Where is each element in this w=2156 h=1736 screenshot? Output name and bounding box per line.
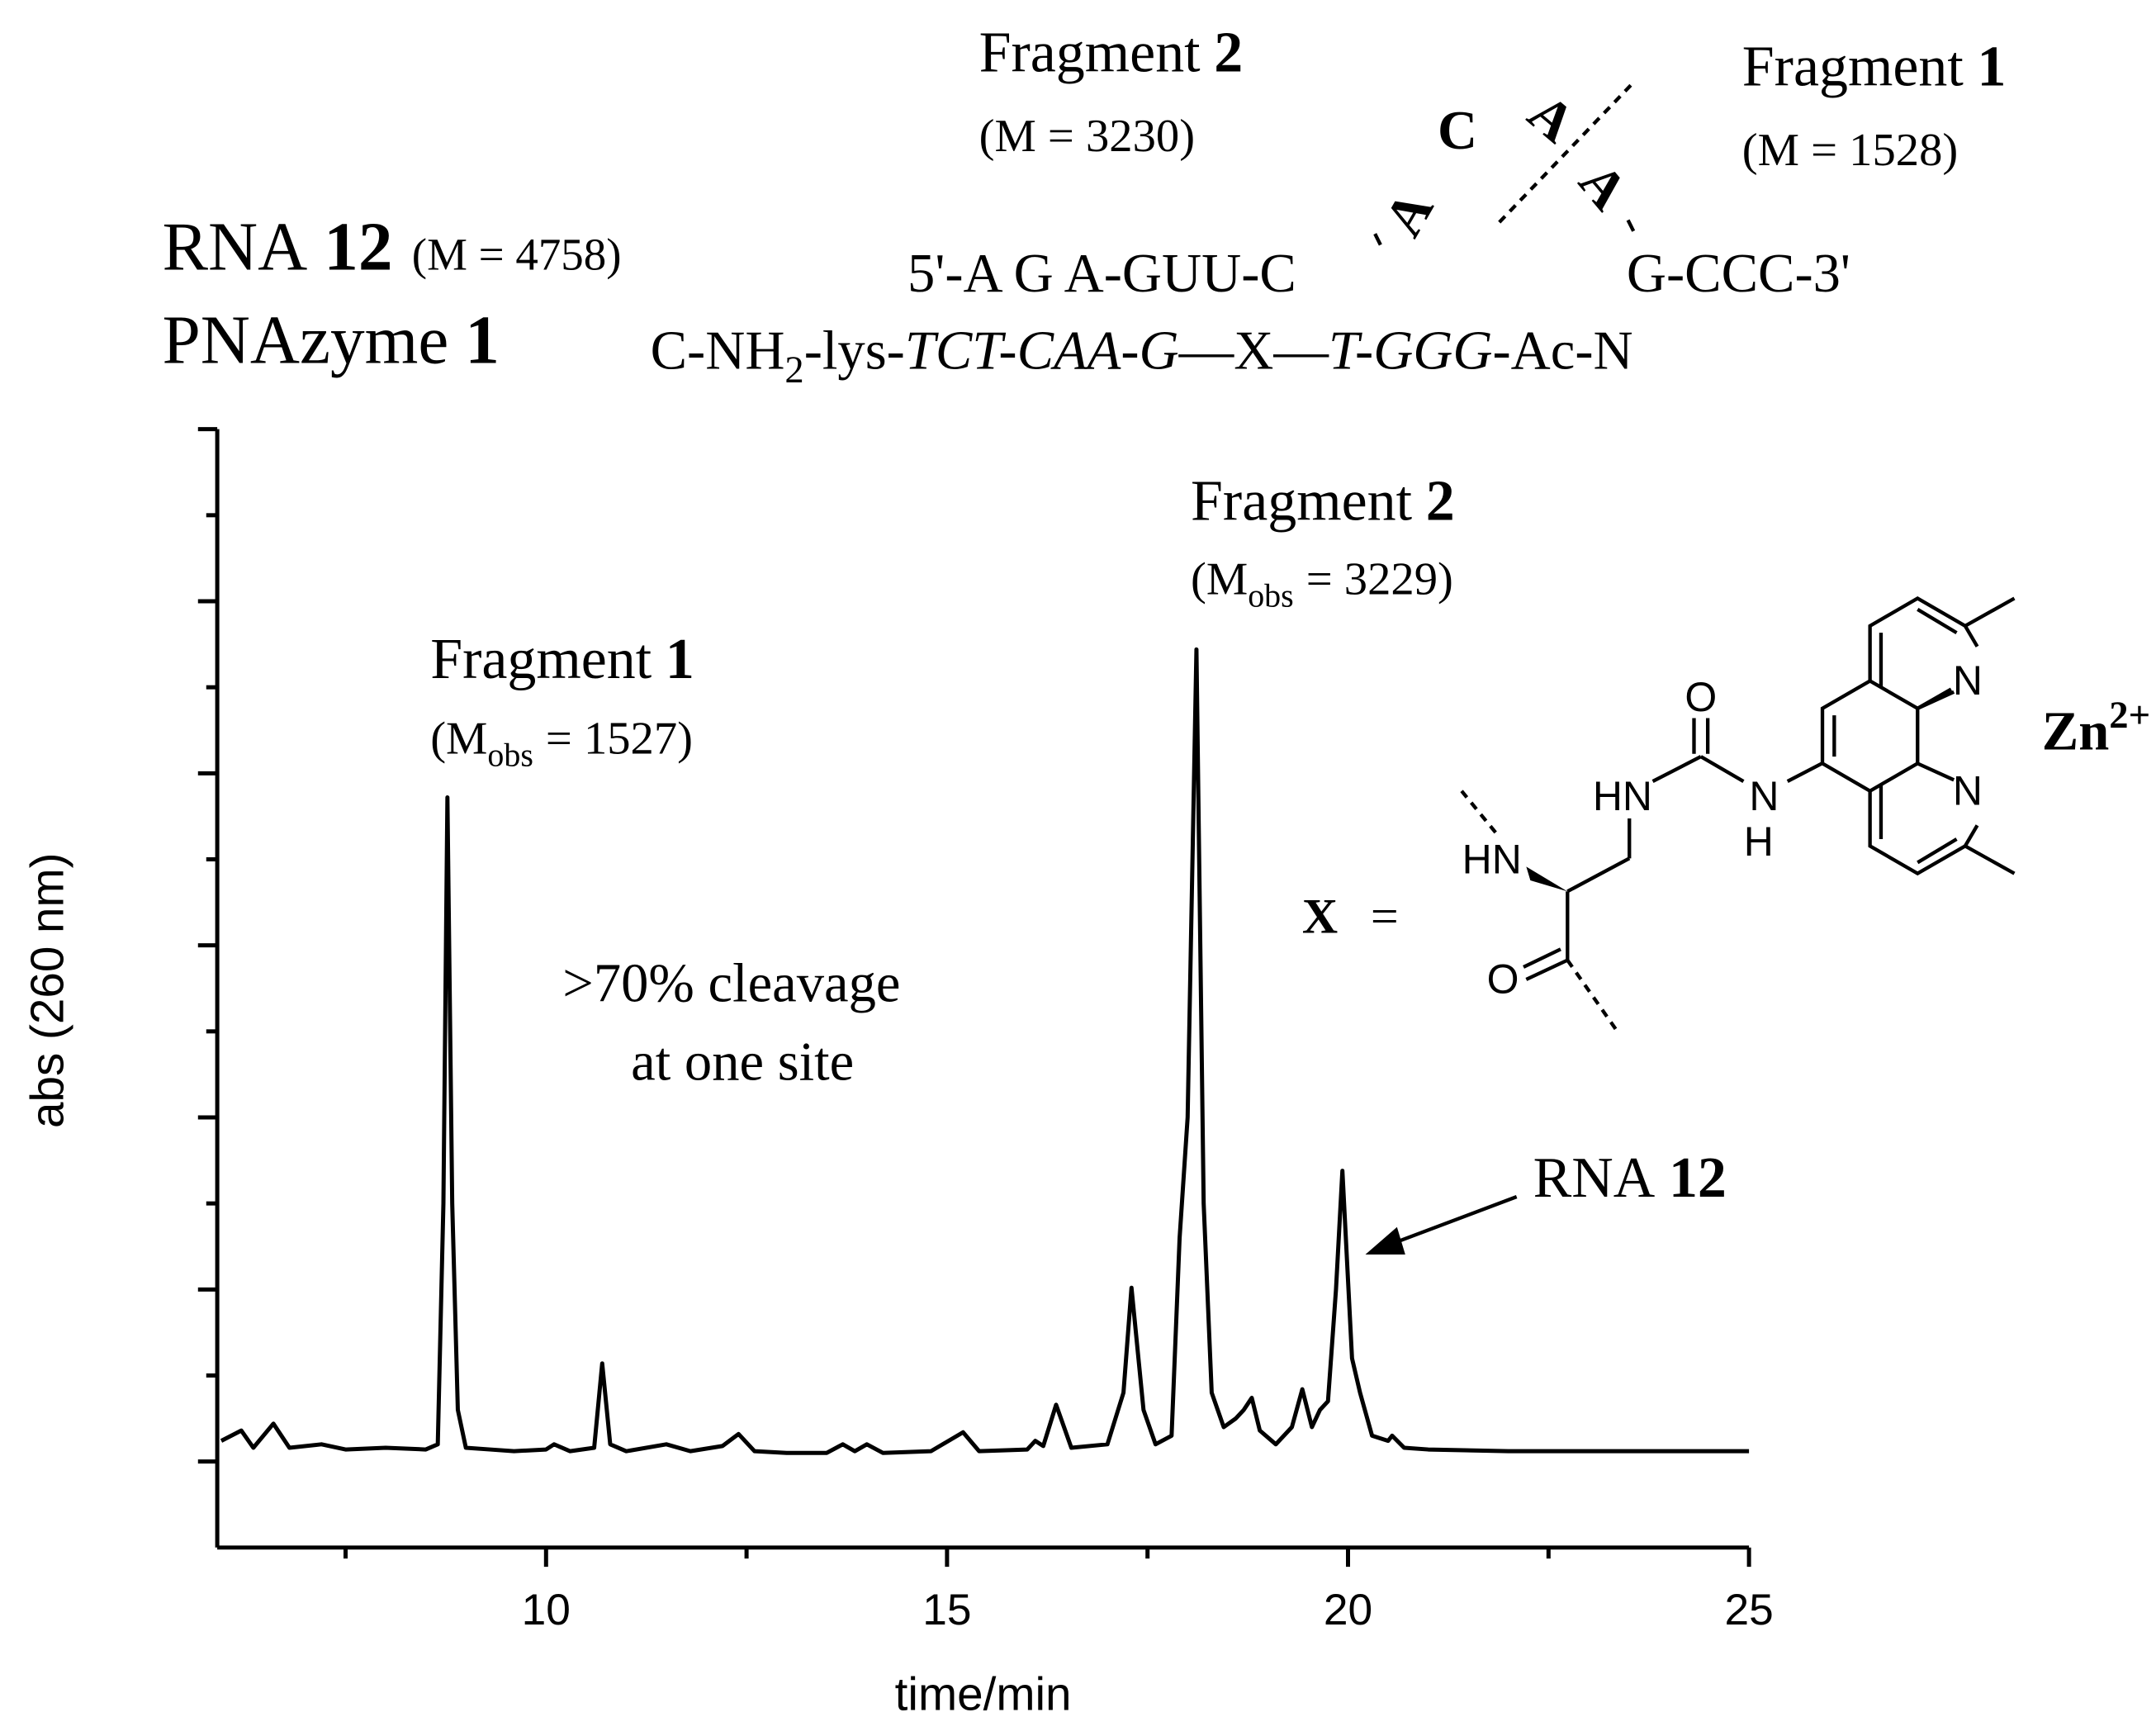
- bond: [1460, 790, 1500, 838]
- mass-sub: obs: [1248, 577, 1294, 614]
- loop-link: [1626, 219, 1636, 232]
- y-axis-title: abs (260 nm): [21, 852, 73, 1128]
- loop-base: C: [1438, 101, 1477, 161]
- metal-charge: 2+: [2109, 694, 2150, 737]
- x-axis-title: time/min: [895, 1667, 1072, 1719]
- fragment-2-title: Fragment 2: [979, 21, 1244, 85]
- x-tick-label: 25: [1724, 1586, 1773, 1634]
- cleavage-line: [1497, 83, 1632, 225]
- arrow-shaft: [1388, 1195, 1518, 1247]
- ring: [1868, 596, 1979, 681]
- note: >70% cleavage: [562, 954, 900, 1014]
- seq-part: —X—: [1178, 320, 1330, 381]
- atoms: HN O HN N H O N N: [1462, 657, 1983, 1002]
- rna-seq-right: G-CCC-3': [1627, 244, 1850, 304]
- methyl: [1964, 844, 2016, 875]
- fragment-name: Fragment: [1191, 470, 1413, 534]
- bond: [1523, 947, 1561, 969]
- mass-part: (M: [430, 714, 487, 765]
- bond: [1786, 761, 1823, 783]
- ring: [1868, 790, 1979, 876]
- fragment-name: Fragment: [979, 21, 1201, 85]
- atom: HN: [1462, 837, 1522, 883]
- fragment-number: 1: [1977, 35, 2006, 98]
- rna-label: RNA 12 (M = 4758): [162, 209, 621, 285]
- atom: N: [1749, 773, 1779, 819]
- rna-name: RNA: [162, 209, 307, 285]
- loop-base: A: [1567, 152, 1639, 221]
- seq-part: C-NH: [651, 320, 785, 381]
- bond: [1651, 755, 1702, 783]
- metal: Zn2+: [2042, 694, 2150, 762]
- rna-mass: (M = 4758): [412, 229, 622, 279]
- rna-name: RNA: [1533, 1146, 1656, 1210]
- rna-number: 12: [324, 209, 392, 285]
- x-label: X: [1302, 889, 1338, 943]
- mass-part: = 1527): [546, 714, 693, 765]
- seq-part: -Ac-N: [1493, 320, 1633, 381]
- trace: [220, 647, 1750, 1455]
- bond: [1566, 959, 1618, 1031]
- fragment-1-mass: (M = 1528): [1742, 125, 1958, 176]
- peak-mass: (Mobs = 3229): [1191, 554, 1453, 614]
- methyl: [1964, 596, 2016, 628]
- atom: O: [1685, 674, 1717, 720]
- loop-link: [1373, 233, 1382, 246]
- ring: [1917, 690, 1955, 710]
- loop-base: A: [1373, 182, 1445, 246]
- pnazyme-number: 1: [465, 303, 500, 379]
- rna-seq-left: 5'-A G A-GUU-C: [907, 244, 1296, 304]
- ring: [1820, 678, 1920, 794]
- peak-label: Fragment 2: [1191, 470, 1455, 534]
- mass-sub: obs: [487, 737, 533, 774]
- bond: [1566, 856, 1631, 894]
- note: at one site: [631, 1032, 854, 1092]
- ring: [1917, 761, 1955, 782]
- x-tick-label: 10: [522, 1586, 571, 1634]
- pnazyme-name: PNAzyme: [162, 303, 448, 379]
- metal-symbol: Zn: [2042, 702, 2109, 762]
- seq-part: T-GGG: [1329, 320, 1493, 381]
- rna-number: 12: [1669, 1146, 1727, 1210]
- pna-sequence: C-NH2-lys-TCT-CAA-G—X—T-GGG-Ac-N: [651, 320, 1633, 391]
- atom: H: [1744, 818, 1774, 865]
- fragment-name: Fragment: [430, 628, 652, 691]
- atom: O: [1487, 956, 1519, 1003]
- double-bond: [1917, 608, 1958, 635]
- peak-label: Fragment 1: [430, 628, 694, 691]
- fragment-number: 1: [666, 628, 694, 691]
- fragment-number: 2: [1214, 21, 1243, 85]
- arrow-head: [1365, 1226, 1405, 1255]
- fragment-number: 2: [1426, 470, 1455, 534]
- bond: [1525, 958, 1569, 981]
- equals: =: [1371, 889, 1399, 943]
- fragment-name: Fragment: [1742, 35, 1964, 98]
- pnazyme-label: PNAzyme 1: [162, 303, 499, 379]
- mass-part: = 3229): [1306, 554, 1453, 605]
- seq-part: -lys-: [804, 320, 905, 381]
- mass-part: (M: [1191, 554, 1248, 605]
- fragment-2-mass: (M = 3230): [979, 111, 1195, 162]
- x-tick-label: 20: [1324, 1586, 1372, 1634]
- seq-sub: 2: [784, 349, 803, 391]
- fragment-1-title: Fragment 1: [1742, 35, 2007, 98]
- atom: N: [1953, 657, 1983, 704]
- wedge-bond: [1526, 866, 1568, 892]
- peak-mass: (Mobs = 1527): [430, 714, 693, 774]
- arrow-label: RNA 12: [1533, 1146, 1727, 1210]
- x-tick-label: 15: [922, 1586, 971, 1634]
- double-bond: [1917, 837, 1958, 865]
- seq-part: TCT-CAA-G: [905, 320, 1179, 381]
- bond: [1699, 755, 1745, 783]
- atom: N: [1953, 767, 1983, 813]
- atom: HN: [1593, 773, 1652, 819]
- structure-bonds: [1460, 596, 2016, 1031]
